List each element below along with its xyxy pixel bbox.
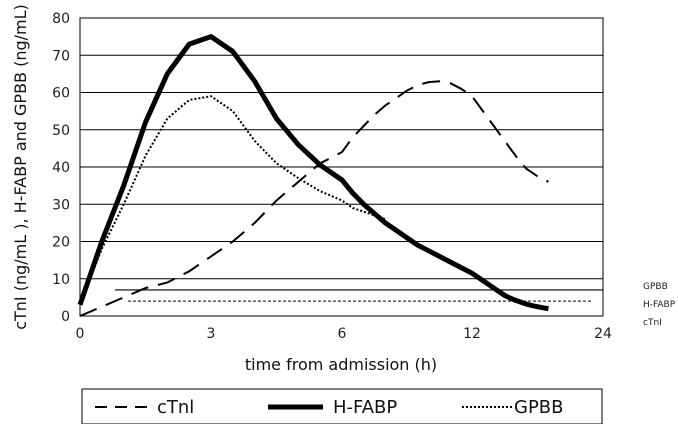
series-line-h-fabp	[77, 34, 549, 312]
legend-box	[81, 388, 603, 424]
gridlines	[80, 54, 603, 280]
x-tick-labels: 0 3 6 12 24	[76, 326, 612, 342]
reference-lines	[114, 289, 603, 302]
legend-label-ctni: cTnl	[157, 397, 194, 418]
reference-label-ctni: cTnI	[643, 318, 662, 328]
y-tick-label: 70	[52, 48, 70, 64]
reference-label-gpbb: GPBB	[643, 282, 668, 292]
legend-label-gpbb: GPBB	[514, 397, 564, 418]
x-axis-title: time from admission (h)	[245, 355, 437, 374]
y-tick-label: 60	[52, 86, 70, 102]
y-tick-label: 40	[52, 160, 70, 176]
y-tick-label: 0	[61, 309, 70, 325]
legend-label-hfabp: H-FABP	[333, 397, 397, 418]
y-tick-labels: 0 10 20 30 40 50 60 70 80	[52, 11, 70, 325]
y-tick-label: 10	[52, 272, 70, 288]
legend: cTnl H-FABP GPBB	[81, 388, 603, 424]
x-tick-label: 3	[207, 326, 216, 342]
x-tick-label: 12	[463, 326, 481, 342]
y-axis-title: cTnI (ng/mL ), H-FABP and GPBB (ng/mL)	[11, 4, 30, 330]
reference-label-h-fabp: H-FABP	[643, 300, 676, 310]
plot-frame	[79, 17, 604, 317]
y-tick-label: 20	[52, 235, 70, 251]
series-lines	[77, 34, 549, 317]
series-line-gpbb	[79, 95, 386, 306]
series-line-ctni	[79, 80, 549, 317]
reference-line-labels: GPBB H-FABP cTnI	[643, 282, 676, 328]
y-tick-label: 80	[52, 11, 70, 27]
x-tick-label: 6	[338, 326, 347, 342]
y-tick-label: 30	[52, 197, 70, 213]
y-tick-label: 50	[52, 123, 70, 139]
x-tick-label: 0	[76, 326, 85, 342]
x-tick-label: 24	[594, 326, 612, 342]
